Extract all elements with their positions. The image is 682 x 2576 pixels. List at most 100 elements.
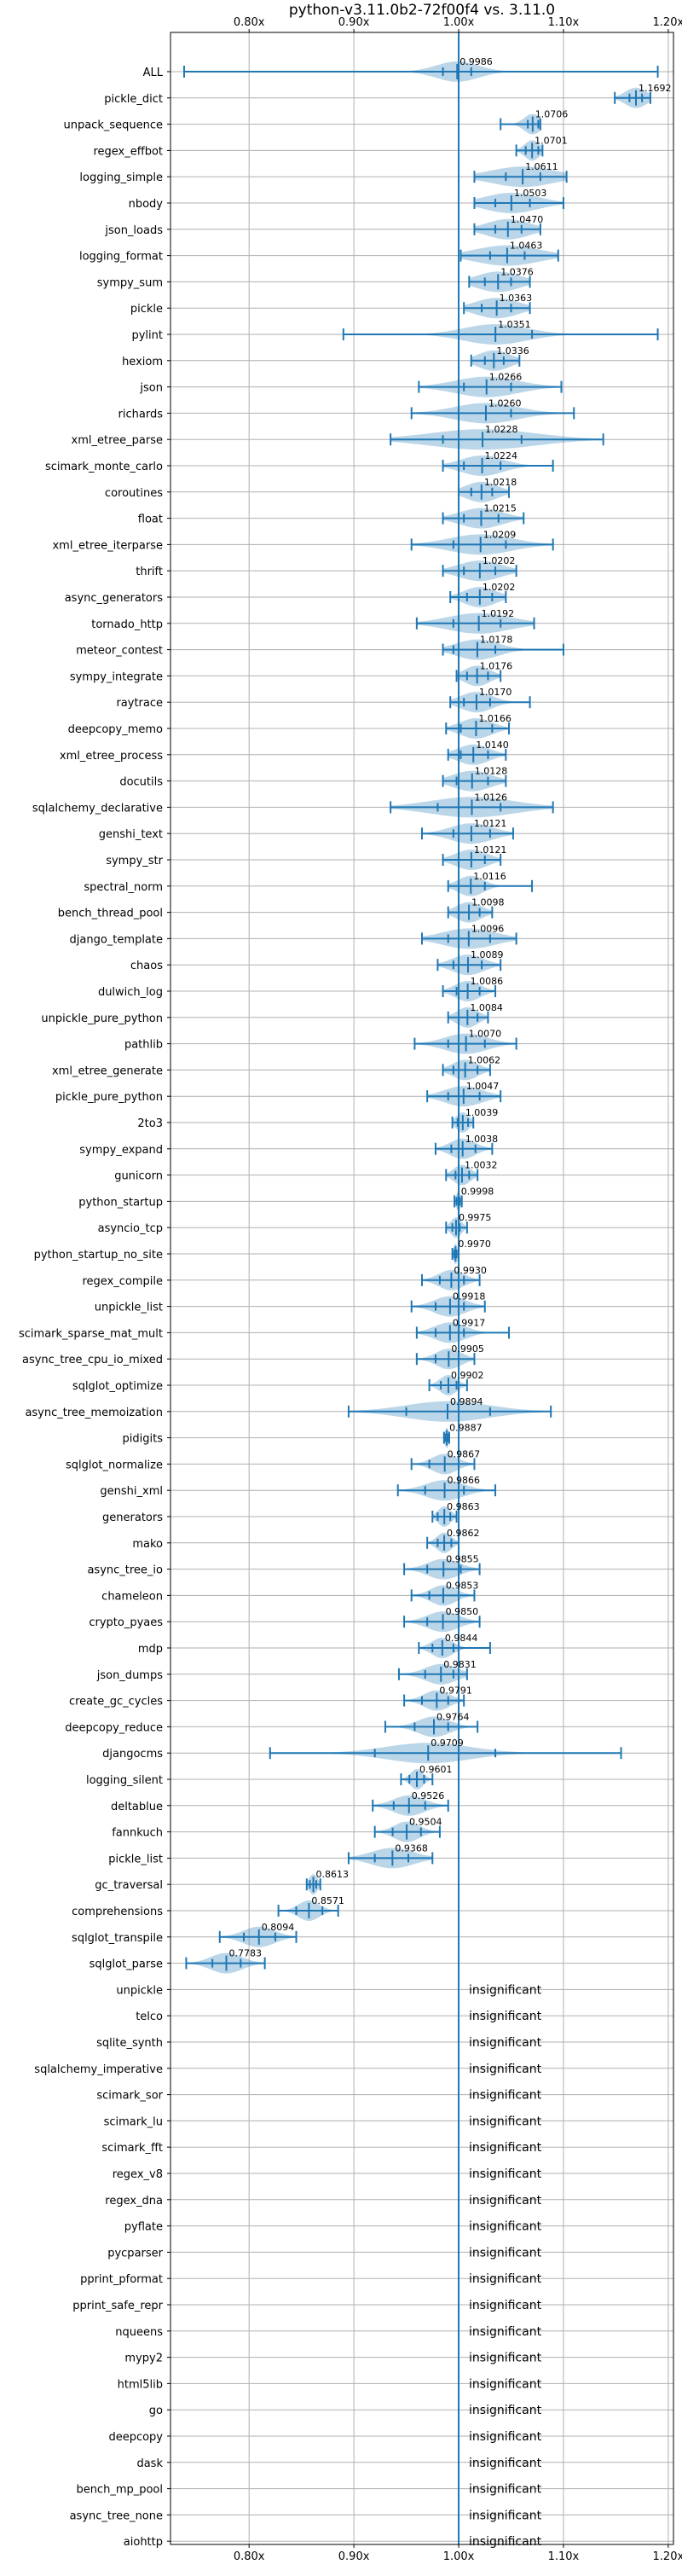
category-label: async_tree_memoization bbox=[25, 1407, 163, 1419]
value-label: 1.0218 bbox=[484, 477, 517, 488]
category-label: html5lib bbox=[118, 2378, 163, 2391]
category-label: json_loads bbox=[104, 224, 163, 237]
value-label: 0.9831 bbox=[443, 1659, 477, 1670]
value-label: 0.9867 bbox=[448, 1448, 481, 1459]
insignificant-label: insignificant bbox=[469, 1983, 542, 1997]
category-label: dask bbox=[136, 2457, 163, 2470]
insignificant-label: insignificant bbox=[469, 2089, 542, 2103]
value-label: 0.9844 bbox=[445, 1633, 478, 1644]
value-label: 1.0209 bbox=[483, 529, 517, 540]
grid-layer bbox=[170, 32, 673, 2544]
category-label: sqlite_synth bbox=[96, 2037, 163, 2050]
insignificant-label: insignificant bbox=[469, 2457, 542, 2470]
value-label: 0.9764 bbox=[436, 1711, 470, 1722]
insignificant-label: insignificant bbox=[469, 2299, 542, 2312]
category-label: pickle_pure_python bbox=[55, 1091, 163, 1104]
category-label: sympy_expand bbox=[79, 1144, 163, 1157]
value-label: 1.0202 bbox=[483, 555, 516, 566]
category-label: sqlalchemy_declarative bbox=[32, 802, 163, 815]
category-label: pyflate bbox=[124, 2221, 163, 2234]
value-label: 1.0084 bbox=[470, 1002, 503, 1013]
value-label: 1.0121 bbox=[474, 818, 507, 829]
category-label: python_startup_no_site bbox=[34, 1249, 163, 1262]
category-label: raytrace bbox=[116, 697, 163, 710]
value-label: 1.0170 bbox=[479, 687, 512, 698]
value-label: 1.0215 bbox=[483, 503, 517, 514]
value-label: 1.0178 bbox=[480, 635, 513, 646]
category-label: sqlglot_transpile bbox=[72, 1932, 163, 1945]
value-label: 1.0463 bbox=[510, 241, 543, 252]
category-label: ALL bbox=[143, 67, 164, 79]
category-label: sympy_integrate bbox=[70, 670, 163, 683]
category-label: comprehensions bbox=[72, 1906, 163, 1918]
category-label: go bbox=[149, 2405, 163, 2417]
category-label: xml_etree_process bbox=[60, 750, 163, 763]
value-label: 0.9709 bbox=[431, 1738, 464, 1749]
category-label: unpickle bbox=[116, 1984, 163, 1997]
category-label: unpack_sequence bbox=[63, 119, 163, 132]
value-label: 1.0611 bbox=[525, 161, 558, 172]
value-label: 0.7783 bbox=[229, 1948, 263, 1959]
value-label: 1.0116 bbox=[473, 871, 506, 882]
x-tick-label-bottom: 0.80x bbox=[234, 2550, 265, 2563]
category-label: scimark_sparse_mat_mult bbox=[19, 1327, 163, 1340]
value-label: 1.0140 bbox=[476, 740, 509, 751]
category-label: regex_compile bbox=[82, 1275, 163, 1288]
value-label: 0.9504 bbox=[409, 1817, 442, 1828]
value-label: 1.0086 bbox=[471, 976, 504, 987]
chart-title: python-v3.11.0b2-72f00f4 vs. 3.11.0 bbox=[289, 2, 555, 19]
value-label: 0.8094 bbox=[262, 1922, 295, 1933]
value-label: 1.0176 bbox=[480, 660, 513, 671]
category-label: meteor_contest bbox=[76, 645, 163, 658]
value-label: 0.8613 bbox=[316, 1869, 350, 1880]
category-label: gc_traversal bbox=[95, 1879, 163, 1892]
value-label: 0.9368 bbox=[395, 1842, 428, 1854]
category-label: richards bbox=[118, 408, 164, 421]
value-label: 1.0228 bbox=[485, 424, 518, 435]
insignificant-label: insignificant bbox=[469, 2377, 542, 2391]
category-label: sqlglot_normalize bbox=[66, 1459, 163, 1471]
category-label: pickle bbox=[130, 303, 163, 316]
category-label: pidigits bbox=[123, 1433, 164, 1446]
category-label: gunicorn bbox=[114, 1170, 163, 1183]
value-label: 0.9930 bbox=[454, 1265, 487, 1276]
category-label: deepcopy bbox=[108, 2431, 163, 2444]
insignificant-label: insignificant bbox=[469, 2063, 542, 2076]
category-label: pprint_pformat bbox=[80, 2273, 163, 2286]
category-label: xml_etree_parse bbox=[72, 434, 163, 447]
category-label: scimark_fft bbox=[101, 2142, 163, 2155]
category-label: thrift bbox=[136, 566, 163, 578]
category-label: chameleon bbox=[101, 1590, 163, 1603]
category-label: async_tree_io bbox=[87, 1564, 163, 1577]
x-tick-label-bottom: 1.10x bbox=[548, 2550, 580, 2563]
value-label: 0.9918 bbox=[453, 1291, 486, 1303]
value-label: 1.0706 bbox=[535, 109, 569, 120]
value-label: 1.0503 bbox=[514, 188, 547, 199]
value-label: 1.0098 bbox=[471, 897, 505, 908]
value-label: 1.0089 bbox=[471, 949, 504, 960]
insignificant-label: insignificant bbox=[469, 2141, 542, 2155]
category-label: nqueens bbox=[115, 2326, 163, 2339]
category-label: async_generators bbox=[65, 592, 164, 605]
value-label: 1.0032 bbox=[465, 1160, 498, 1171]
value-label: 1.0192 bbox=[482, 608, 515, 619]
category-label: fannkuch bbox=[112, 1827, 163, 1840]
value-label: 1.0070 bbox=[469, 1029, 502, 1040]
value-label: 1.0126 bbox=[475, 792, 508, 803]
value-label: 0.9855 bbox=[446, 1554, 479, 1565]
category-label: float bbox=[138, 513, 163, 526]
category-label: deepcopy_reduce bbox=[65, 1721, 163, 1734]
category-label: pickle_dict bbox=[104, 93, 163, 106]
value-label: 1.0166 bbox=[478, 713, 512, 724]
x-tick-label-top: 1.20x bbox=[653, 16, 682, 29]
category-label: async_tree_none bbox=[70, 2509, 163, 2522]
insignificant-label: insignificant bbox=[469, 2509, 542, 2522]
value-label: 0.9970 bbox=[458, 1239, 491, 1250]
insignificant-label: insignificant bbox=[469, 2194, 542, 2208]
x-tick-label-top: 0.90x bbox=[338, 16, 370, 29]
x-tick-label-top: 0.80x bbox=[234, 16, 265, 29]
category-label: docutils bbox=[119, 776, 163, 789]
category-label: xml_etree_iterparse bbox=[52, 539, 163, 552]
category-label: genshi_xml bbox=[100, 1485, 163, 1498]
